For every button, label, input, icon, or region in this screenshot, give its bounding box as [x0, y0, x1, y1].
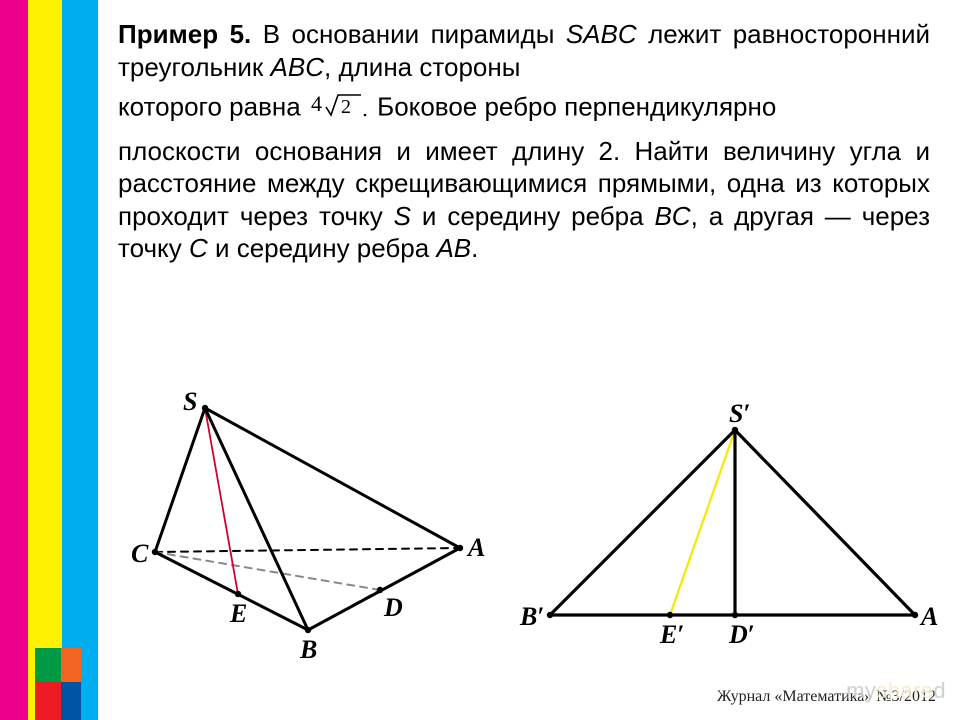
paragraph-line1: Пример 5. В основании пирамиды SABC лежи… [118, 18, 930, 83]
formula-4sqrt2: 4 2 [311, 89, 367, 127]
diagram-label: E′ [659, 620, 685, 649]
t-s: S [394, 201, 411, 231]
formula-inner: 2 [341, 96, 351, 118]
sidebar-stripe [35, 682, 61, 720]
paragraph-line2: которого равна 4 2 Боковое ребро перпенд… [118, 89, 930, 129]
t-abc: ABC [271, 52, 324, 82]
footer-citation: Журнал «Математика» №3/2012 [717, 688, 936, 706]
diagram-label: D′ [728, 620, 755, 649]
problem-text: Пример 5. В основании пирамиды SABC лежи… [118, 18, 930, 265]
sidebar-stripe [0, 0, 28, 720]
example-title: Пример 5. [118, 19, 251, 49]
diagram-projection: S′ B′ A′ D′ E′ [510, 400, 940, 660]
sidebar-stripe [62, 0, 98, 720]
t-c: С [189, 233, 208, 263]
diagram-label: E [229, 599, 247, 628]
t-p10: . [471, 233, 478, 263]
sidebar-stripe [61, 682, 81, 720]
t-p9: и середину ребра [208, 233, 437, 263]
t-p5: Боковое ребро перпендикулярно [370, 92, 776, 122]
diagram-pyramid: S C B A D E [110, 380, 510, 680]
diagram-label: C [131, 539, 149, 568]
diagrams-area: S C B A D E S′ B′ A′ D′ E′ [110, 380, 940, 680]
t-p4: которого равна [118, 92, 308, 122]
t-p7: и середину ребра [411, 201, 654, 231]
t-ab: AB [436, 233, 471, 263]
diagram-label: D [383, 593, 403, 622]
paragraph-body: плоскости основания и имеет длину 2. Най… [118, 135, 930, 265]
formula-outer: 4 [311, 91, 322, 116]
diagram-label: A [466, 533, 485, 562]
diagram-label: B [299, 635, 317, 664]
sidebar-stripe [28, 0, 62, 720]
diagram-label: A′ [919, 602, 940, 631]
slide-page: Пример 5. В основании пирамиды SABC лежи… [0, 0, 960, 720]
diagram-label: S′ [729, 400, 751, 428]
t-p1: В основании пирамиды [251, 19, 566, 49]
t-sabc: SABC [566, 19, 637, 49]
diagram-label: B′ [519, 602, 545, 631]
t-p3: , длина стороны [324, 52, 520, 82]
sidebar-stripes [0, 0, 100, 720]
formula-dot [364, 114, 367, 117]
diagram-label: S [183, 387, 197, 416]
t-bc: BC [654, 201, 690, 231]
